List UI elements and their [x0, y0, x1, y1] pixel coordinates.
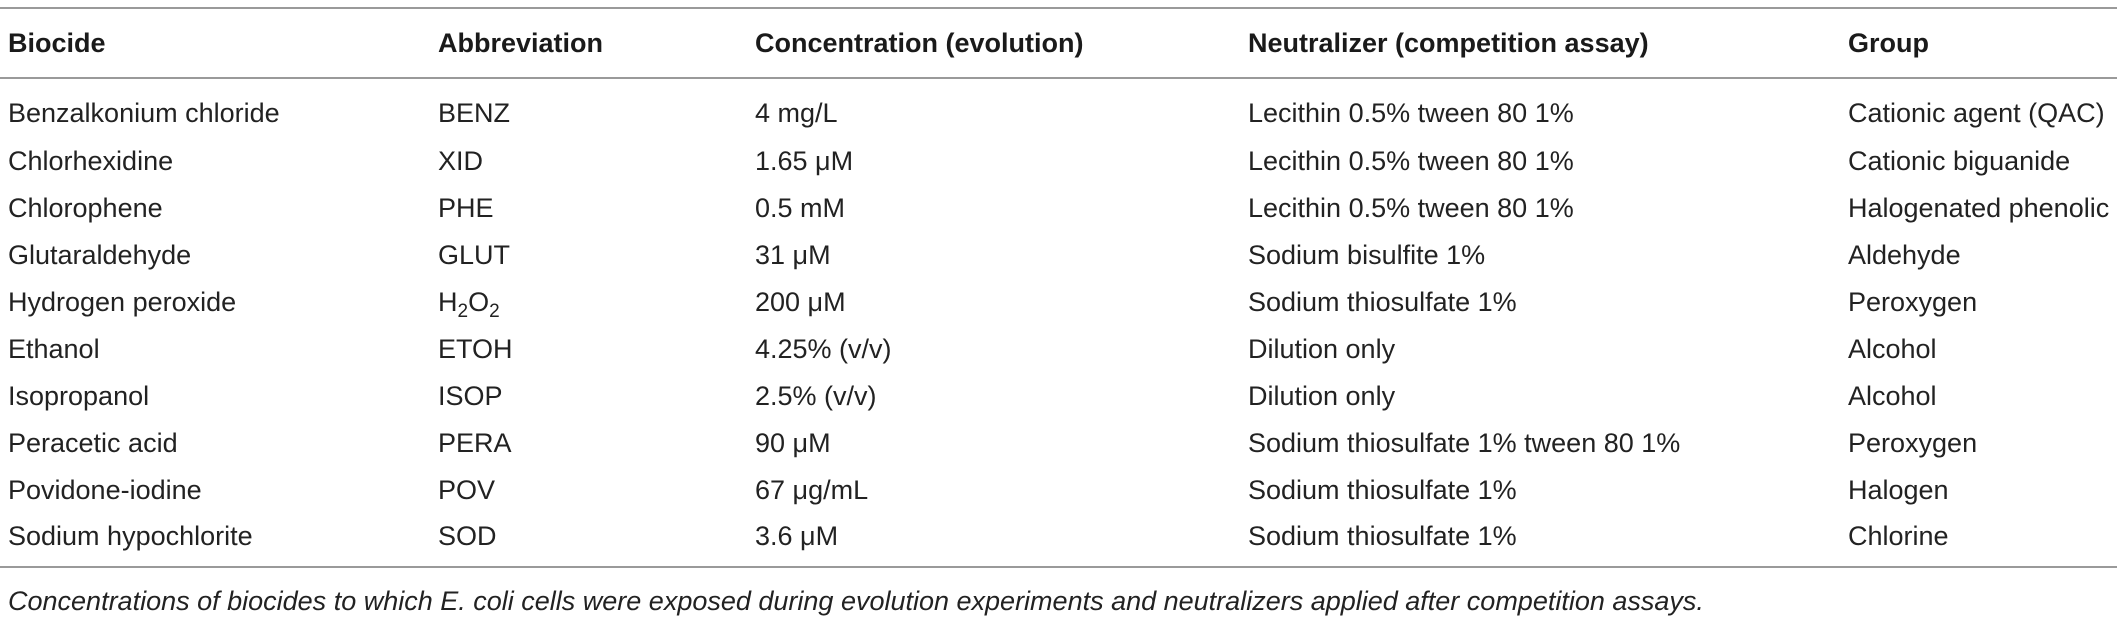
cell-abbreviation: ETOH [438, 334, 513, 364]
cell-abbreviation: PERA [438, 428, 512, 458]
cell-concentration: 90 μM [755, 428, 831, 458]
cell-biocide: Peracetic acid [8, 428, 178, 458]
table-row: Benzalkonium chloride BENZ 4 mg/L Lecith… [0, 78, 2117, 138]
cell-biocide: Chlorophene [8, 193, 163, 223]
table-row: Glutaraldehyde GLUT 31 μM Sodium bisulfi… [0, 232, 2117, 279]
cell-group: Chlorine [1840, 514, 2117, 568]
cell-biocide: Chlorhexidine [8, 146, 174, 176]
column-header-biocide: Biocide [0, 7, 430, 79]
table-row: Peracetic acid PERA 90 μM Sodium thiosul… [0, 420, 2117, 467]
cell-biocide: Ethanol [8, 334, 100, 364]
column-header-neutralizer: Neutralizer (competition assay) [1240, 7, 1840, 79]
cell-neutralizer: Lecithin 0.5% tween 80 1% [1248, 193, 1574, 223]
table-caption: Concentrations of biocides to which E. c… [8, 586, 1704, 616]
biocide-table: Biocide Abbreviation Concentration (evol… [0, 7, 2117, 568]
column-header-abbreviation: Abbreviation [430, 7, 747, 79]
table-row: Ethanol ETOH 4.25% (v/v) Dilution only A… [0, 326, 2117, 373]
cell-abbreviation: ISOP [438, 381, 503, 411]
cell-group: Peroxygen [1848, 428, 1978, 458]
cell-neutralizer: Sodium thiosulfate 1% tween 80 1% [1248, 428, 1681, 458]
cell-group: Peroxygen [1848, 287, 1978, 317]
formula-h: H [438, 287, 458, 317]
table-row: Sodium hypochlorite SOD 3.6 μM Sodium th… [0, 514, 2117, 568]
cell-group: Cationic agent (QAC) [1848, 98, 2105, 128]
cell-group: Halogenated phenolic [1848, 193, 2110, 223]
cell-concentration: 2.5% (v/v) [755, 381, 877, 411]
cell-concentration: 4 mg/L [755, 98, 838, 128]
cell-neutralizer: Sodium thiosulfate 1% [1248, 475, 1517, 505]
cell-abbreviation: BENZ [438, 98, 511, 128]
cell-biocide: Isopropanol [8, 381, 150, 411]
cell-concentration: 0.5 mM [755, 193, 846, 223]
column-header-concentration: Concentration (evolution) [747, 7, 1240, 79]
cell-neutralizer: Lecithin 0.5% tween 80 1% [1248, 98, 1574, 128]
table-row: Isopropanol ISOP 2.5% (v/v) Dilution onl… [0, 373, 2117, 420]
cell-concentration: 31 μM [755, 240, 831, 270]
cell-concentration: 4.25% (v/v) [755, 334, 892, 364]
cell-neutralizer: Dilution only [1248, 334, 1396, 364]
cell-neutralizer: Dilution only [1248, 381, 1396, 411]
table-row: Hydrogen peroxide H2O2 200 μM Sodium thi… [0, 279, 2117, 326]
cell-biocide: Benzalkonium chloride [8, 98, 280, 128]
cell-abbreviation: H2O2 [430, 279, 747, 326]
cell-group: Aldehyde [1848, 240, 1961, 270]
table-row: Chlorhexidine XID 1.65 μM Lecithin 0.5% … [0, 138, 2117, 185]
cell-abbreviation: SOD [430, 514, 747, 568]
table-header-row: Biocide Abbreviation Concentration (evol… [0, 7, 2117, 79]
cell-biocide: Sodium hypochlorite [0, 514, 430, 568]
cell-abbreviation: PHE [438, 193, 494, 223]
cell-biocide: Povidone-iodine [8, 475, 202, 505]
cell-biocide: Hydrogen peroxide [8, 287, 237, 317]
cell-group: Cationic biguanide [1848, 146, 2071, 176]
table-row: Chlorophene PHE 0.5 mM Lecithin 0.5% twe… [0, 185, 2117, 232]
table-row: Povidone-iodine POV 67 μg/mL Sodium thio… [0, 467, 2117, 514]
column-header-group: Group [1840, 7, 2117, 79]
cell-concentration: 1.65 μM [755, 146, 854, 176]
cell-abbreviation: XID [438, 146, 484, 176]
cell-neutralizer: Sodium bisulfite 1% [1248, 240, 1486, 270]
cell-abbreviation: POV [438, 475, 496, 505]
cell-concentration: 200 μM [755, 287, 846, 317]
cell-concentration: 3.6 μM [747, 514, 1240, 568]
cell-neutralizer: Lecithin 0.5% tween 80 1% [1248, 146, 1574, 176]
cell-group: Alcohol [1848, 334, 1937, 364]
cell-neutralizer: Sodium thiosulfate 1% [1248, 287, 1517, 317]
cell-neutralizer: Sodium thiosulfate 1% [1240, 514, 1840, 568]
formula-h-subscript: 2 [457, 301, 469, 322]
cell-abbreviation: GLUT [438, 240, 511, 270]
cell-group: Halogen [1848, 475, 1949, 505]
formula-o: O [468, 287, 490, 317]
cell-group: Alcohol [1848, 381, 1937, 411]
cell-concentration: 67 μg/mL [755, 475, 869, 505]
cell-biocide: Glutaraldehyde [8, 240, 192, 270]
formula-o-subscript: 2 [489, 301, 500, 322]
